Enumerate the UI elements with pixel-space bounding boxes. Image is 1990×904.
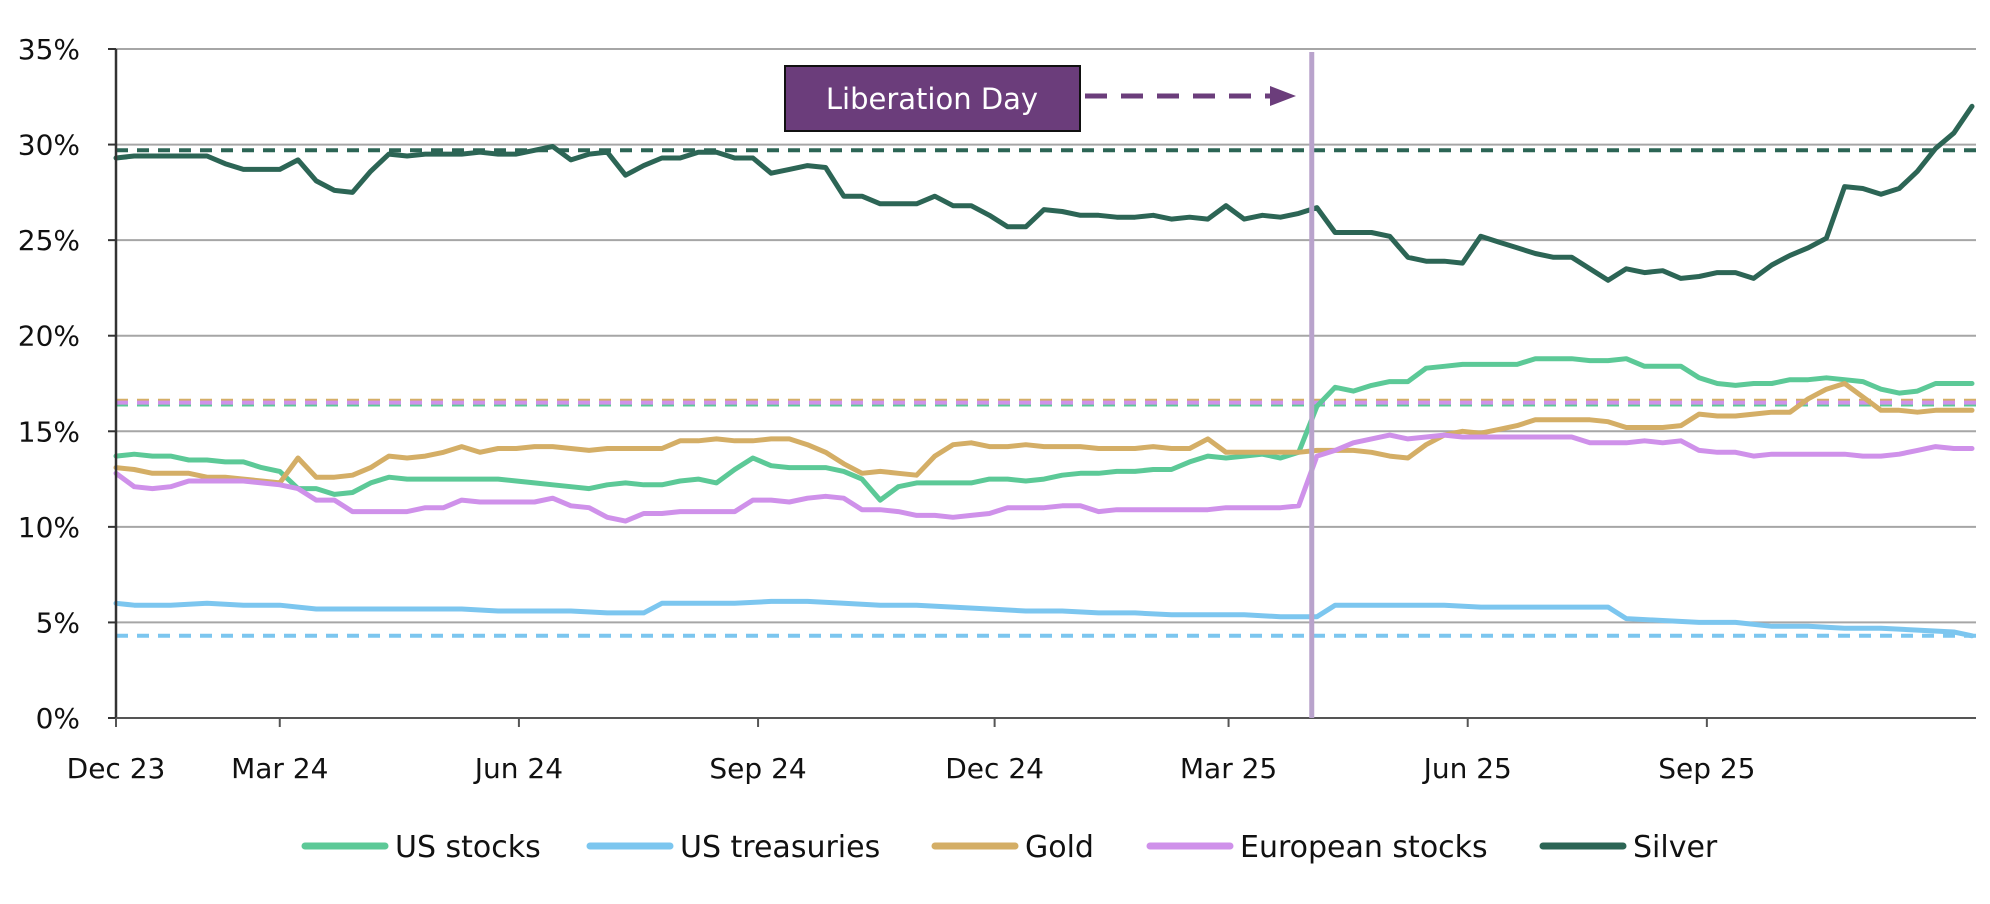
legend-item: Silver <box>1539 830 1718 865</box>
y-tick-label: 10% <box>18 511 80 544</box>
annotation-arrow-head <box>1270 86 1296 106</box>
x-tick-label: Sep 24 <box>709 752 806 785</box>
series-line-gold <box>113 381 1975 486</box>
series-line-us-stocks <box>113 356 1975 503</box>
x-tick-label: Mar 25 <box>1180 752 1277 785</box>
x-tick-label: Mar 24 <box>231 752 328 785</box>
legend-label: Gold <box>1025 830 1094 865</box>
x-axis-tick-labels: Dec 23 Mar 24 Jun 24 Sep 24 Dec 24 Mar 25 Jun … <box>67 752 1756 785</box>
y-tick-label: 20% <box>18 320 80 353</box>
legend: US stocks US treasuries Gold European stock… <box>301 830 1718 865</box>
legend-label: European stocks <box>1240 830 1488 865</box>
y-tick-label: 0% <box>36 702 80 735</box>
series-lines <box>113 103 1975 639</box>
liberation-day-annotation: Liberation Day <box>784 52 1315 718</box>
annotation-box <box>784 65 1081 132</box>
series-line-silver <box>113 103 1975 283</box>
legend-item: US stocks <box>301 830 541 865</box>
legend-label: Silver <box>1633 830 1718 865</box>
grid-lines <box>116 48 1976 624</box>
y-tick-label: 15% <box>18 415 80 448</box>
y-tick-label: 30% <box>18 129 80 162</box>
legend-label: US treasuries <box>680 830 880 865</box>
x-tick-label: Jun 24 <box>473 752 563 785</box>
x-tick-label: Dec 24 <box>945 752 1044 785</box>
series-line-european-stocks <box>113 432 1975 524</box>
y-axis-tick-labels: 0% 5% 10% 15% 20% 25% 30% 35% <box>18 33 80 735</box>
reference-lines <box>116 148 1976 638</box>
y-tick-label: 25% <box>18 224 80 257</box>
y-tick-label: 35% <box>18 33 80 66</box>
legend-item: US treasuries <box>586 830 880 865</box>
x-tick-label: Sep 25 <box>1658 752 1755 785</box>
legend-label: US stocks <box>395 830 541 865</box>
legend-item: Gold <box>931 830 1094 865</box>
series-line-us-treasuries <box>113 598 1975 639</box>
y-tick-label: 5% <box>36 606 80 639</box>
x-tick-label: Dec 23 <box>67 752 166 785</box>
annotation-label: Liberation Day <box>826 82 1038 116</box>
axes <box>108 48 1976 727</box>
legend-item: European stocks <box>1146 830 1488 865</box>
x-tick-label: Jun 25 <box>1422 752 1512 785</box>
